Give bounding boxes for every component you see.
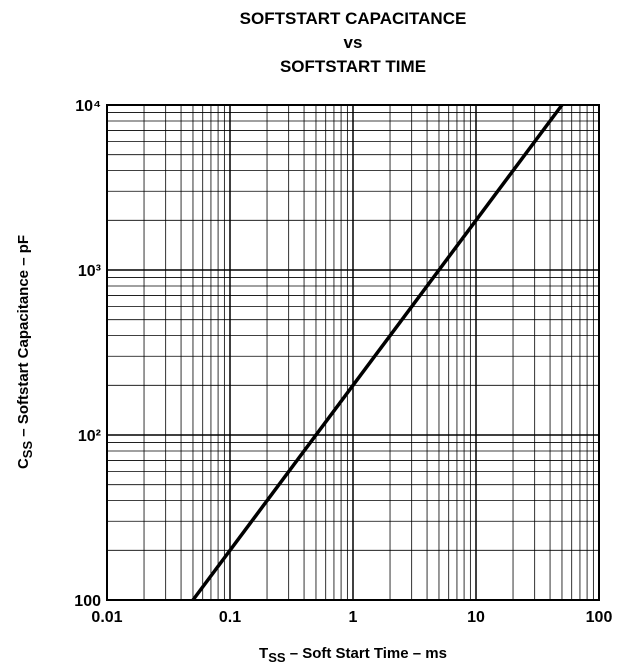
y-label-symbol: C bbox=[15, 458, 32, 469]
y-tick-label: 10³ bbox=[78, 263, 101, 280]
y-tick-label: 100 bbox=[74, 593, 101, 610]
chart-title: vs bbox=[344, 33, 363, 52]
x-label-text: – Soft Start Time – ms bbox=[286, 645, 447, 662]
x-tick-label: 100 bbox=[586, 609, 613, 626]
y-label-text: – Softstart Capacitance – pF bbox=[15, 235, 32, 441]
y-axis-label: CSS – Softstart Capacitance – pF bbox=[15, 235, 35, 469]
chart-title: SOFTSTART CAPACITANCE bbox=[240, 9, 467, 28]
x-label-subscript: SS bbox=[268, 650, 286, 664]
x-tick-label: 0.01 bbox=[91, 609, 122, 626]
x-axis-label: TSS – Soft Start Time – ms bbox=[259, 645, 447, 664]
x-tick-label: 1 bbox=[349, 609, 358, 626]
y-label-subscript: SS bbox=[20, 441, 35, 459]
y-tick-label: 10⁴ bbox=[75, 98, 101, 115]
chart-title: SOFTSTART TIME bbox=[280, 57, 426, 76]
x-label-symbol: T bbox=[259, 645, 268, 662]
x-tick-label: 0.1 bbox=[219, 609, 241, 626]
y-tick-label: 10² bbox=[78, 428, 101, 445]
plot-frame bbox=[106, 104, 600, 601]
x-tick-label: 10 bbox=[467, 609, 485, 626]
data-line bbox=[191, 103, 564, 602]
